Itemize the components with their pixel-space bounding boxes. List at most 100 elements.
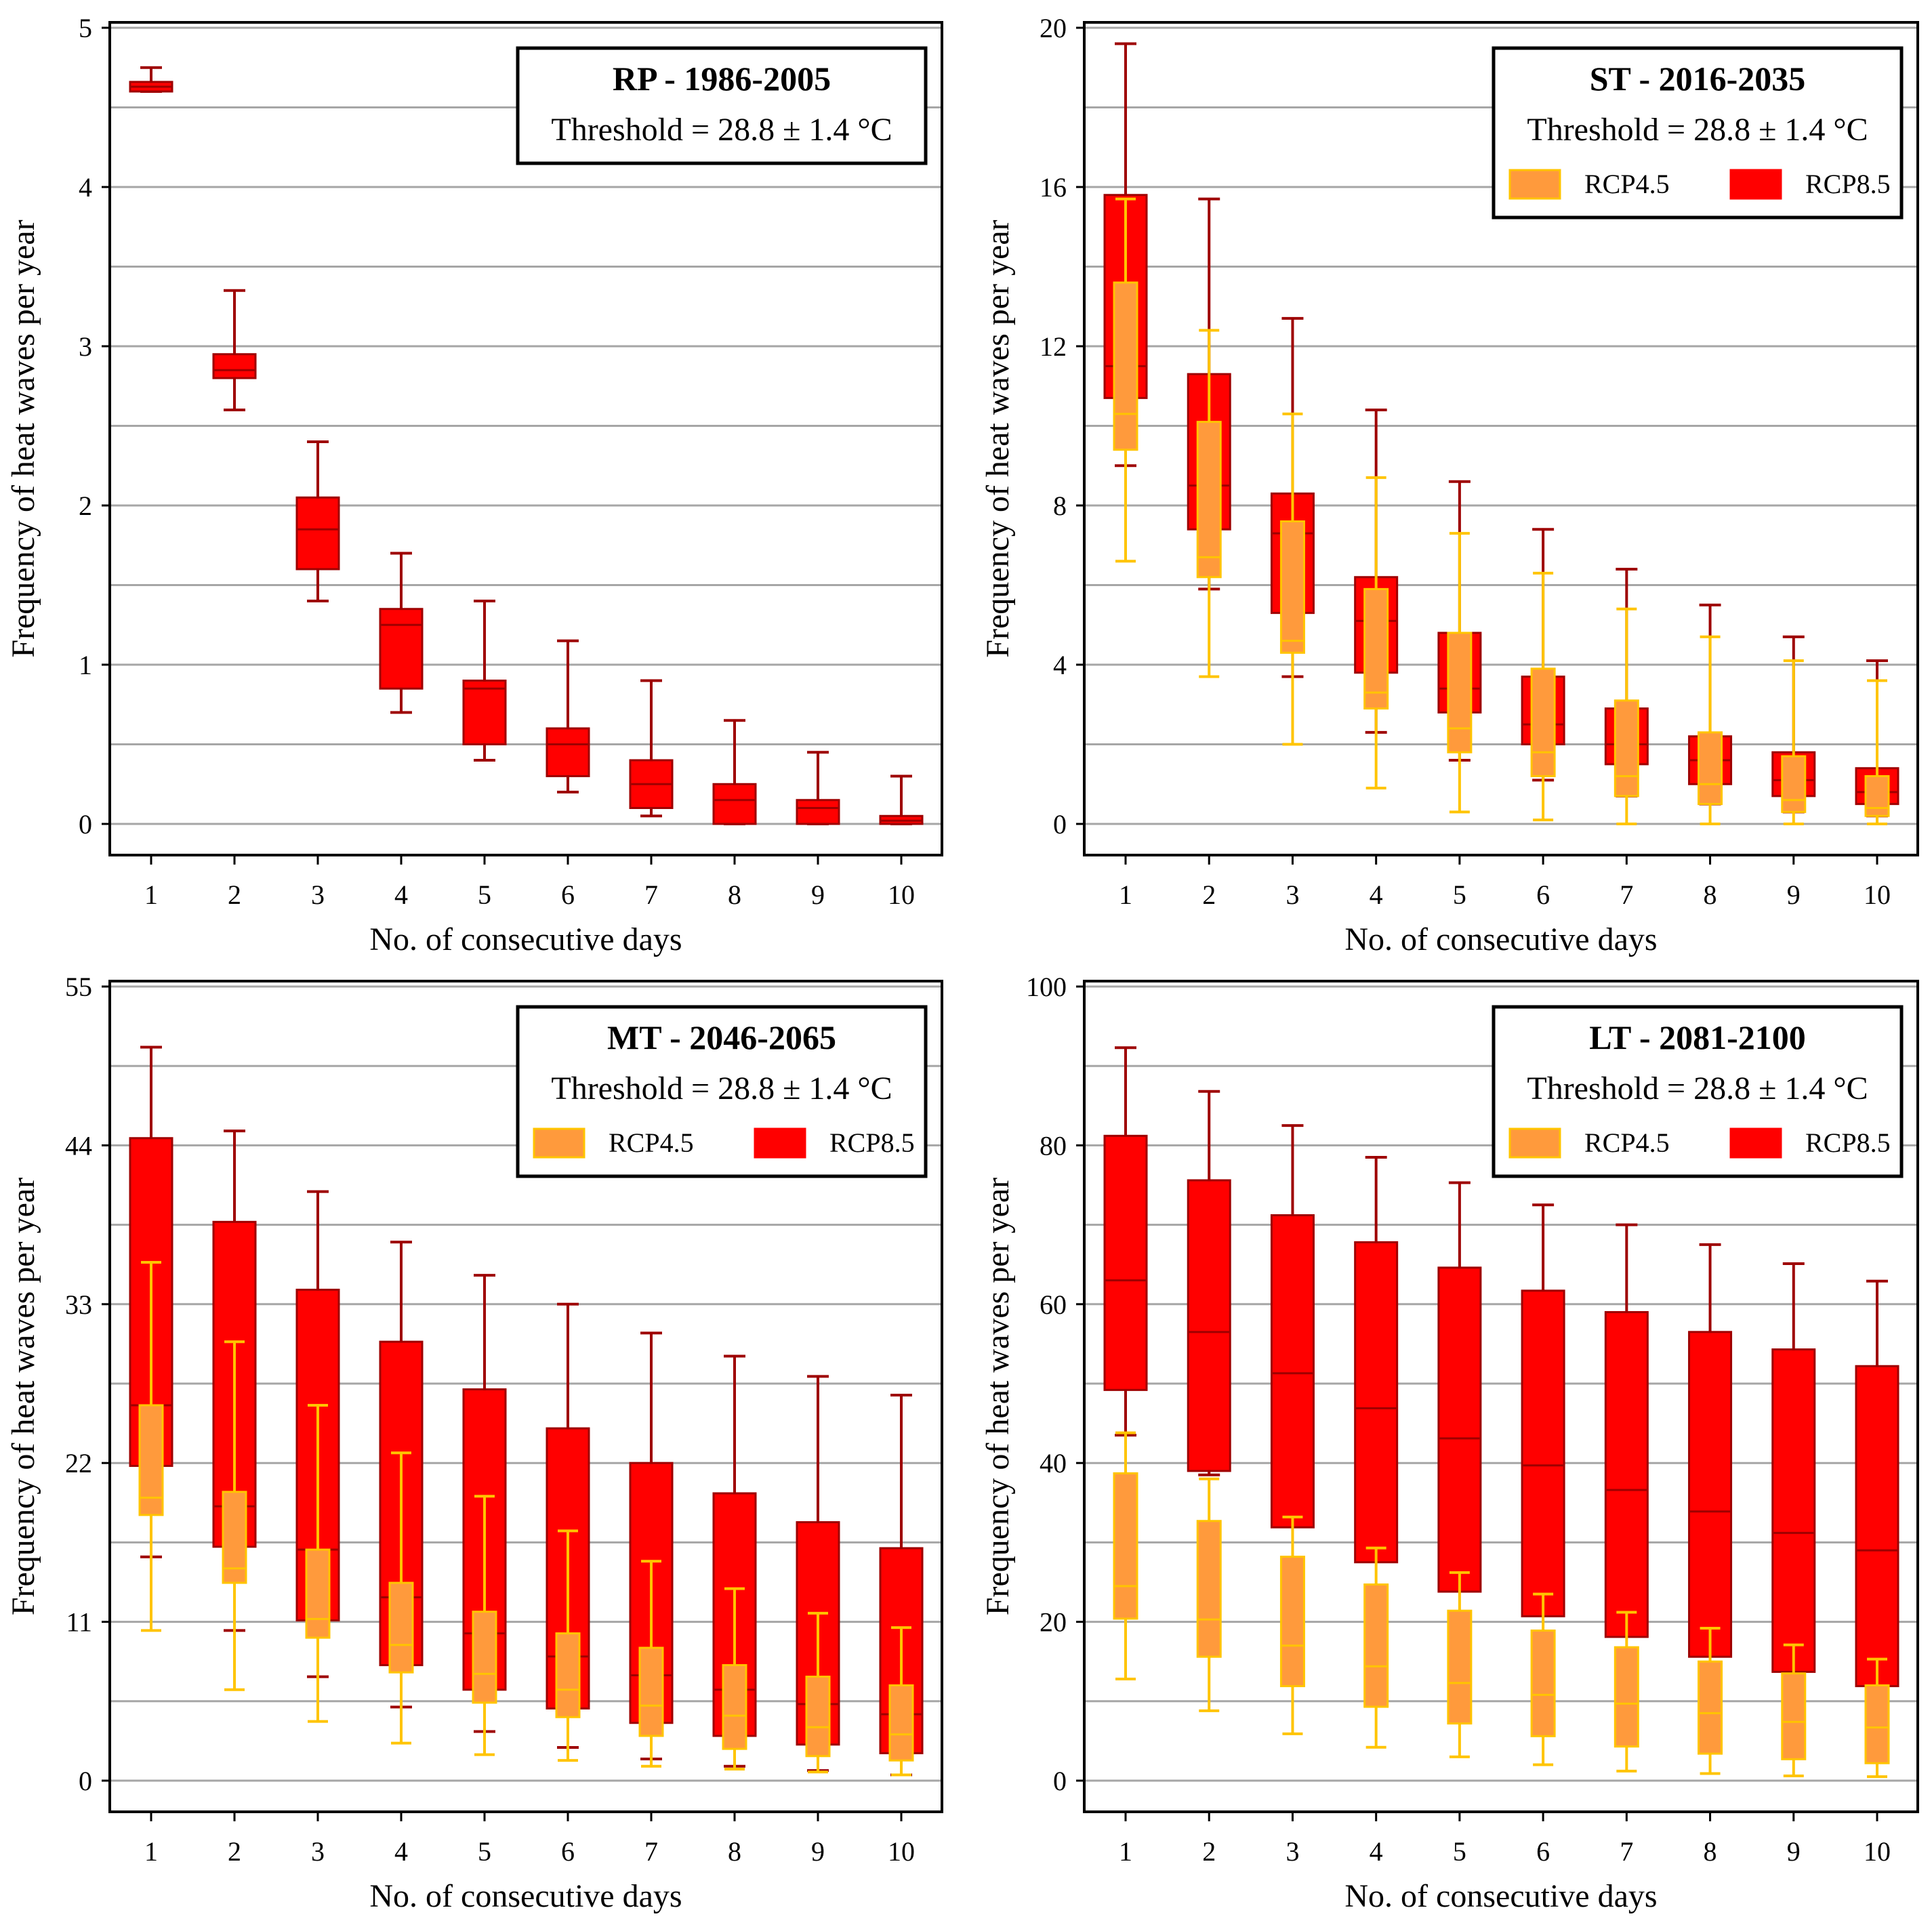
x-tick-label: 3: [311, 1836, 325, 1867]
threshold-label: Threshold = 28.8 ± 1.4 °C: [551, 1071, 892, 1106]
y-tick-label: 8: [1053, 491, 1067, 521]
x-tick-label: 10: [1864, 1836, 1891, 1867]
box-iqr: [1363, 1583, 1389, 1708]
x-tick-label: 1: [1119, 1836, 1132, 1867]
axis-frame: [108, 980, 943, 1813]
axis-frame: [108, 21, 943, 856]
legend-box: [1492, 46, 1904, 220]
box-iqr: [1688, 1331, 1733, 1658]
chart-panel-bottom-left: 0 11 22 33 44 55 1 2 3 4 5 6 7 8 9 10 No. of consecutive…: [5, 972, 943, 1914]
box-RCP4.5-1: [1113, 197, 1138, 563]
box-RCP4.5-1: [1113, 1431, 1138, 1680]
y-tick-label: 16: [1040, 172, 1067, 203]
x-tick-label: 3: [311, 879, 325, 910]
box-RP-2: [212, 289, 257, 411]
y-tick-label: 3: [79, 331, 92, 362]
box-iqr: [1864, 775, 1890, 817]
box-RCP4.5-6: [1530, 571, 1556, 822]
y-axis-label: Frequency of heat waves per year: [5, 220, 41, 657]
box-RP-7: [629, 679, 674, 818]
box-RCP8.5-7: [1604, 1223, 1649, 1638]
box-iqr: [1447, 631, 1473, 753]
box-RCP4.5-3: [1279, 1515, 1305, 1735]
panel-title: LT - 2081-2100: [1589, 1018, 1806, 1056]
series-RCP4.5: [1113, 1431, 1890, 1779]
box-iqr: [1196, 421, 1222, 579]
legend-label-RCP4.5: RCP4.5: [1584, 169, 1670, 199]
x-tick-label: 6: [561, 879, 575, 910]
legend: ST - 2016-2035 Threshold = 28.8 ± 1.4 °C R…: [1492, 46, 1904, 220]
y-tick-label: 0: [1053, 1766, 1067, 1796]
box-iqr: [1270, 1214, 1315, 1529]
box-RCP8.5-5: [1437, 1181, 1482, 1593]
y-axis-label: Frequency of heat waves per year: [980, 220, 1016, 657]
x-tick-label: 8: [1704, 879, 1717, 910]
box-RP-9: [796, 751, 840, 825]
box-RP-5: [462, 600, 507, 762]
x-tick-label: 2: [228, 879, 241, 910]
box-RCP4.5-8: [1698, 1626, 1723, 1775]
y-tick-label: 20: [1040, 1607, 1067, 1638]
box-RCP4.5-1: [138, 1261, 164, 1632]
x-tick-label: 6: [561, 1836, 575, 1867]
x-tick-label: 9: [1787, 1836, 1801, 1867]
x-tick-label: 4: [1370, 879, 1383, 910]
y-tick-label: 60: [1040, 1289, 1067, 1320]
box-RP-6: [546, 639, 590, 793]
panel-title: RP - 1986-2005: [613, 60, 831, 98]
box-iqr: [546, 727, 590, 777]
box-RCP4.5-5: [1447, 532, 1473, 814]
x-axis-label: No. of consecutive days: [1344, 921, 1657, 957]
box-iqr: [796, 799, 840, 825]
legend-swatch-RCP4.5: [1508, 169, 1561, 200]
x-tick-label: 5: [478, 879, 491, 910]
legend-label-RCP8.5: RCP8.5: [829, 1127, 915, 1158]
x-tick-label: 7: [1620, 879, 1633, 910]
box-RCP8.5-9: [1771, 1262, 1816, 1673]
y-tick-label: 40: [1040, 1448, 1067, 1478]
threshold-label: Threshold = 28.8 ± 1.4 °C: [551, 112, 892, 148]
legend: MT - 2046-2065 Threshold = 28.8 ± 1.4 °C R…: [516, 1005, 928, 1178]
x-tick-label: 4: [394, 879, 408, 910]
x-tick-label: 7: [644, 1836, 658, 1867]
x-tick-label: 4: [394, 1836, 408, 1867]
box-iqr: [1279, 520, 1305, 654]
box-iqr: [1437, 1266, 1482, 1593]
box-iqr: [462, 680, 507, 745]
box-iqr: [1698, 1660, 1723, 1755]
box-RCP4.5-9: [805, 1611, 831, 1774]
y-axis-label: Frequency of heat waves per year: [980, 1178, 1016, 1615]
x-tick-label: 9: [811, 1836, 825, 1867]
box-RCP4.5-6: [555, 1529, 581, 1762]
box-iqr: [1521, 1289, 1565, 1617]
y-tick-label: 33: [65, 1289, 92, 1320]
legend-box: [516, 1005, 928, 1178]
box-iqr: [1781, 1672, 1807, 1760]
box-RCP4.5-7: [1614, 1611, 1639, 1773]
box-RCP4.5-2: [1196, 329, 1222, 678]
box-iqr: [805, 1676, 831, 1758]
x-tick-label: 8: [728, 1836, 741, 1867]
y-tick-label: 0: [1053, 809, 1067, 840]
x-tick-label: 9: [1787, 879, 1801, 910]
box-iqr: [1196, 1520, 1222, 1658]
x-tick-label: 10: [1864, 879, 1891, 910]
legend-box: [1492, 1005, 1904, 1178]
x-tick-label: 9: [811, 879, 825, 910]
series-RCP4.5: [1113, 197, 1890, 825]
box-RCP8.5-2: [1187, 1090, 1231, 1476]
legend: RP - 1986-2005 Threshold = 28.8 ± 1.4 °C: [516, 46, 928, 165]
box-RCP4.5-10: [1864, 1657, 1890, 1779]
legend-label-RCP4.5: RCP4.5: [609, 1127, 694, 1158]
box-RCP4.5-10: [888, 1626, 914, 1777]
box-RP-3: [295, 440, 340, 602]
y-tick-label: 100: [1026, 972, 1067, 1002]
y-tick-label: 11: [66, 1607, 92, 1638]
x-axis-label: No. of consecutive days: [1344, 1878, 1657, 1914]
y-tick-label: 1: [79, 650, 92, 680]
box-RCP4.5-4: [388, 1451, 414, 1745]
box-iqr: [1864, 1684, 1890, 1764]
axis-frame: [1083, 980, 1919, 1813]
